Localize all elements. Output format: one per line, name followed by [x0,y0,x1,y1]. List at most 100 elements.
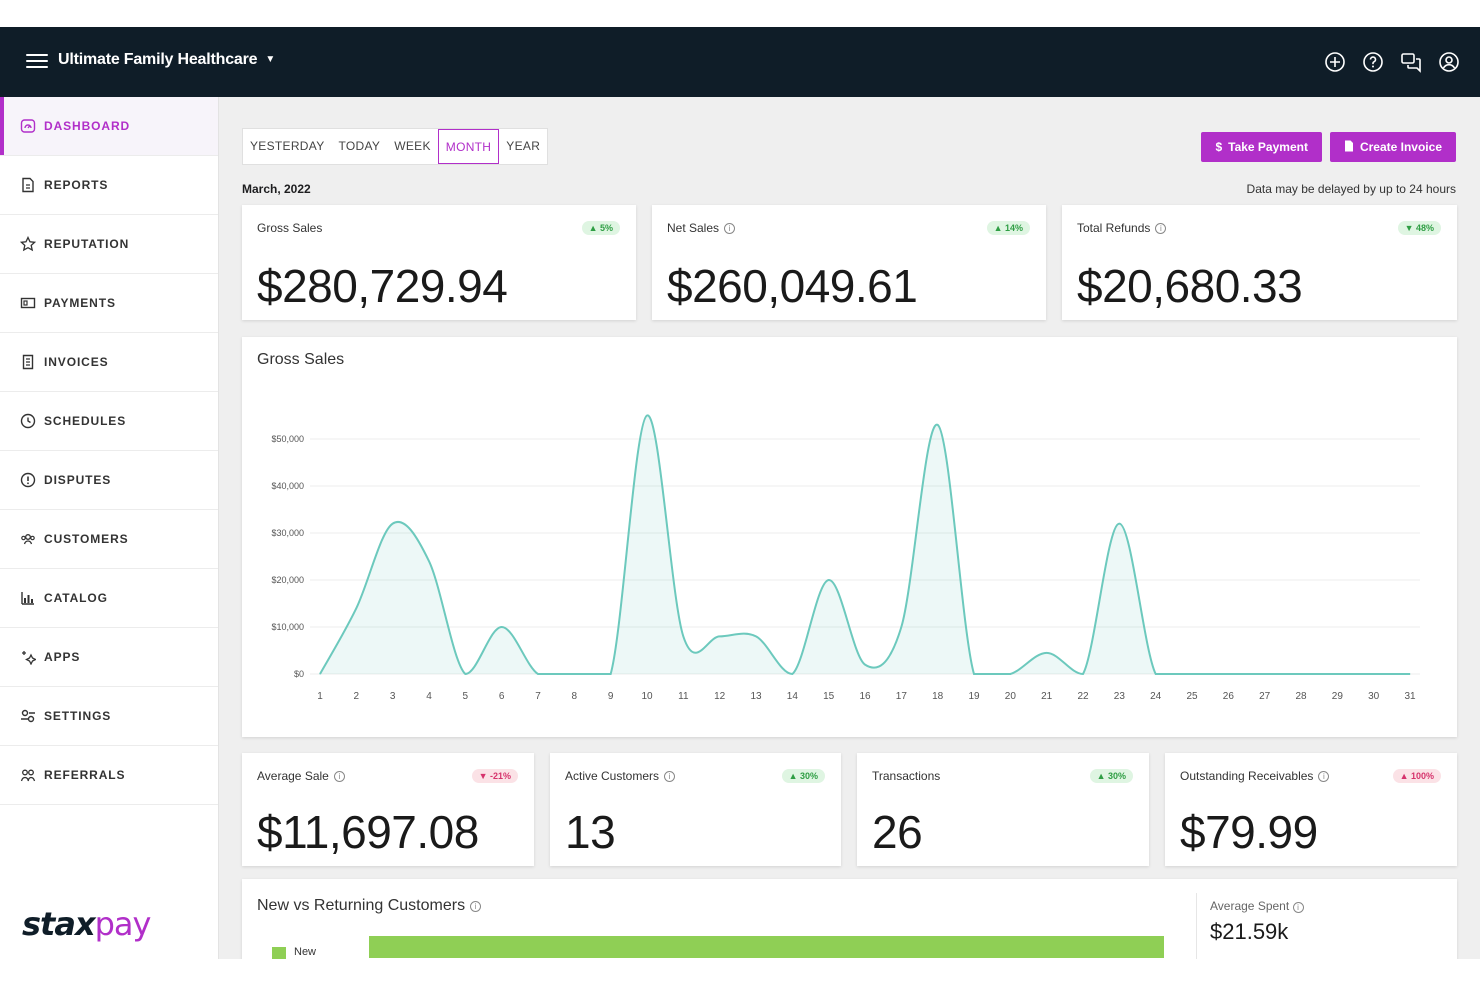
info-icon[interactable]: i [664,770,676,782]
invoice-icon [19,353,37,371]
net-sales-value: $260,049.61 [667,260,918,312]
sidebar-item-label: REFERRALS [44,768,126,782]
info-icon[interactable]: i [470,900,482,912]
x-tick-label: 26 [1223,691,1235,702]
x-tick-label: 30 [1368,691,1380,702]
info-icon[interactable]: i [1318,770,1330,782]
sidebar-item-customers[interactable]: CUSTOMERS [0,510,218,569]
gross-sales-card: Gross Sales ▲ 5% $280,729.94 [242,205,636,320]
divider [1196,893,1197,959]
sidebar-item-reputation[interactable]: REPUTATION [0,215,218,274]
y-tick-label: $40,000 [271,481,304,491]
user-account-icon[interactable] [1438,51,1460,73]
sidebar-item-label: SCHEDULES [44,414,127,428]
sidebar-item-reports[interactable]: REPORTS [0,156,218,215]
sidebar-item-label: DASHBOARD [44,119,131,133]
x-tick-label: 10 [641,691,653,702]
card-title: Transactions [872,769,941,783]
x-tick-label: 18 [932,691,944,702]
info-icon[interactable]: i [1292,902,1304,913]
data-point [392,523,394,525]
data-point [1009,673,1011,675]
x-tick-label: 4 [426,691,432,702]
average-spent-value: $21.59k [1210,919,1289,944]
data-point [864,664,866,666]
chat-icon[interactable] [1400,51,1422,73]
average-sale-card: Average Sale i ▼ -21% $11,697.08 [242,753,534,866]
x-tick-label: 29 [1332,691,1344,702]
period-month[interactable]: MONTH [437,129,500,164]
data-point [537,673,539,675]
transactions-card: Transactions ▲ 30% 26 [857,753,1149,866]
x-tick-label: 7 [535,691,541,702]
help-icon[interactable] [1362,51,1384,73]
new-vs-returning-card: New vs Returning Customers i New Average … [242,879,1457,959]
x-tick-label: 28 [1295,691,1307,702]
data-delay-note: Data may be delayed by up to 24 hours [1246,182,1456,196]
clock-icon [19,412,37,430]
y-tick-label: $50,000 [271,434,304,444]
active-customers-value: 13 [565,806,616,858]
series-line [319,414,1410,676]
legend-swatch-new [272,947,286,959]
add-circle-icon[interactable] [1324,51,1346,73]
data-point [1227,673,1229,675]
info-icon[interactable]: i [1155,222,1167,234]
sidebar-item-referrals[interactable]: REFERRALS [0,746,218,805]
period-year[interactable]: YEAR [506,139,541,153]
top-bar: Ultimate Family Healthcare ▼ [0,27,1480,97]
sidebar-item-invoices[interactable]: INVOICES [0,333,218,392]
hamburger-menu-icon[interactable] [26,50,48,72]
alert-circle-icon [19,471,37,489]
data-point [1191,673,1193,675]
card-title: Outstanding Receivables [1180,769,1314,783]
date-range-label: March, 2022 [242,182,311,196]
sidebar-item-dashboard[interactable]: DASHBOARD [0,97,218,156]
x-tick-label: 6 [499,691,505,702]
x-tick-label: 19 [968,691,980,702]
data-point [464,673,466,675]
info-icon[interactable]: i [724,222,736,234]
change-badge: ▲ 100% [1392,769,1441,783]
sidebar-item-settings[interactable]: SETTINGS [0,687,218,746]
x-tick-label: 24 [1150,691,1162,702]
x-tick-label: 31 [1404,691,1416,702]
referrals-people-icon [19,766,37,784]
sidebar-item-payments[interactable]: PAYMENTS [0,274,218,333]
sidebar-item-label: CATALOG [44,591,108,605]
create-invoice-button[interactable]: Create Invoice [1329,132,1456,162]
sidebar-item-label: SETTINGS [44,709,112,723]
period-today[interactable]: TODAY [338,139,381,153]
apps-sparkle-icon [19,648,37,666]
data-point [1336,673,1338,675]
info-icon[interactable]: i [333,770,345,782]
card-title-wrap: Outstanding Receivables i [1180,769,1330,783]
data-point [501,626,503,628]
period-week[interactable]: WEEK [394,139,431,153]
data-point [319,673,321,675]
document-icon [1344,140,1354,155]
sidebar-item-disputes[interactable]: DISPUTES [0,451,218,510]
dollar-icon: $ [1215,140,1223,154]
x-tick-label: 1 [317,691,323,702]
sidebar-item-catalog[interactable]: CATALOG [0,569,218,628]
org-switcher[interactable]: Ultimate Family Healthcare ▼ [58,51,275,69]
data-point [428,560,430,562]
x-tick-label: 23 [1114,691,1126,702]
x-tick-label: 25 [1186,691,1198,702]
data-point [355,607,357,609]
sidebar-item-label: APPS [44,650,81,664]
customers-group-icon [19,530,37,548]
y-tick-label: $30,000 [271,528,304,538]
outstanding-receivables-value: $79.99 [1180,806,1318,858]
x-tick-label: 11 [678,691,689,702]
take-payment-button[interactable]: $ Take Payment [1201,132,1322,162]
star-icon [19,235,37,253]
data-point [1373,673,1375,675]
average-spent-label: Average Spent [1210,899,1290,913]
sidebar-item-schedules[interactable]: SCHEDULES [0,392,218,451]
period-yesterday[interactable]: YESTERDAY [250,139,325,153]
legend-label-new: New [294,946,317,958]
sidebar-item-apps[interactable]: APPS [0,628,218,687]
x-tick-label: 9 [608,691,614,702]
